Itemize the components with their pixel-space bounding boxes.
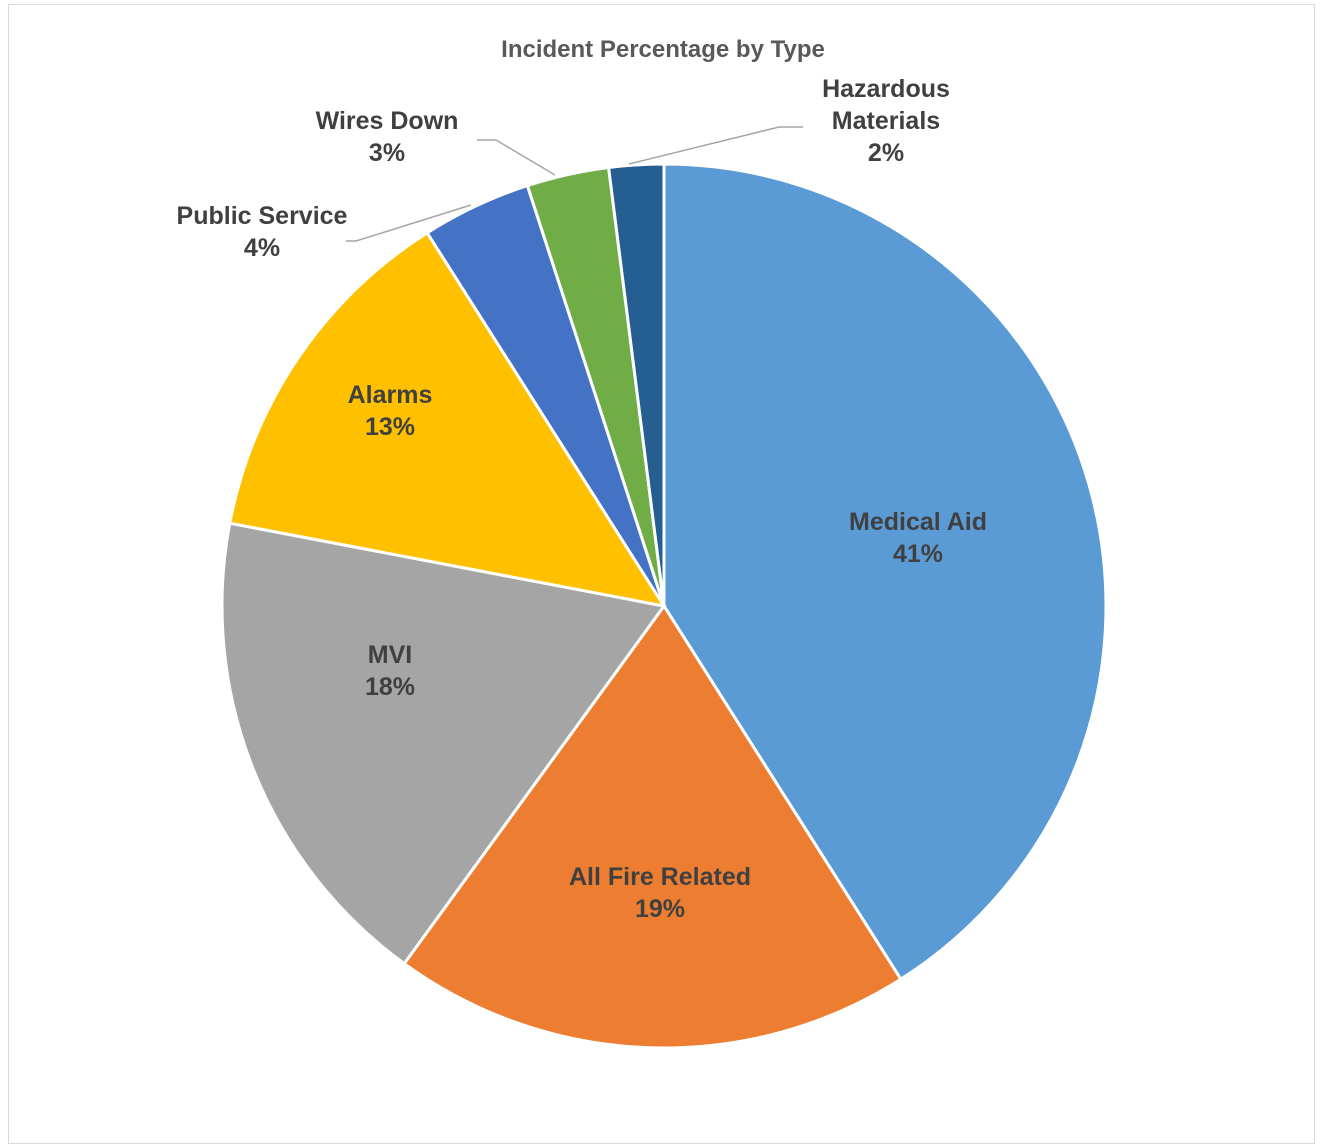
chart-area: Incident Percentage by Type Medical Aid 4…: [8, 4, 1315, 1144]
pie-chart: Incident Percentage by Type Medical Aid 4…: [177, 36, 1108, 1050]
data-label-mvi: MVI 18%: [365, 641, 415, 701]
pie-slice-medical-aid: [662, 162, 1108, 982]
chart-title: Incident Percentage by Type: [501, 36, 825, 63]
pie-slice-mvi: [220, 521, 667, 966]
data-label-wires-down: Wires Down 3%: [316, 107, 459, 167]
data-label-public-service: Public Service 4%: [177, 202, 348, 262]
pie-slice-hazardous-materials: [606, 162, 666, 607]
slices-layer: [220, 162, 1108, 1050]
leader-lines-layer: [346, 126, 803, 242]
data-label-all-fire-related: All Fire Related 19%: [569, 863, 751, 923]
pie-slice-all-fire-related: [402, 603, 903, 1050]
data-label-medical-aid: Medical Aid 41%: [849, 508, 987, 568]
data-label-hazardous-materials: Hazardous Materials 2%: [822, 75, 950, 167]
data-labels-layer: Medical Aid 41% All Fire Related 19% MVI 18% A…: [177, 75, 987, 923]
leader-line-hazardous-materials: [628, 126, 803, 165]
data-label-alarms: Alarms 13%: [348, 381, 433, 441]
leader-line-wires-down: [477, 139, 556, 176]
pie-slice-alarms: [228, 230, 668, 609]
leader-line-public-service: [346, 204, 472, 242]
